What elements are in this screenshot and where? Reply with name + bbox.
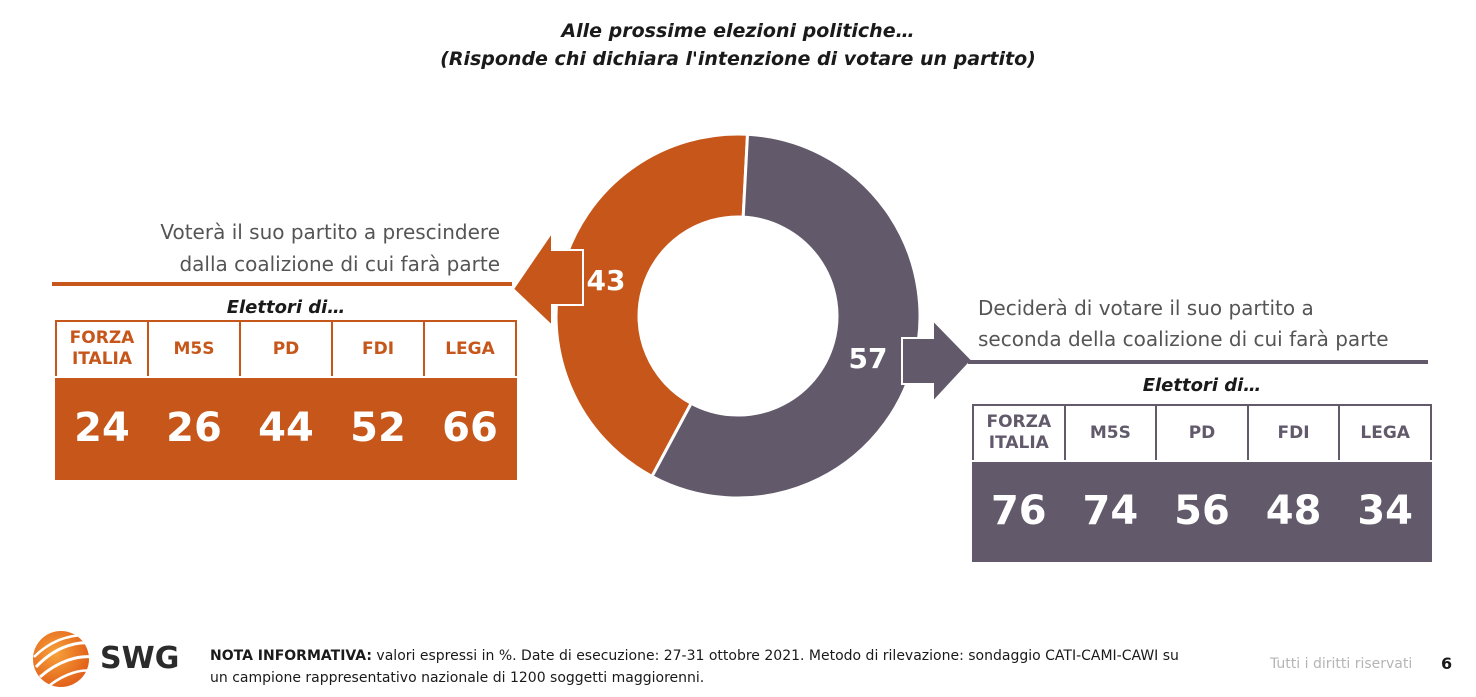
value-pd: 56 — [1155, 460, 1249, 562]
right-label-line2: seconda della coalizione di cui farà par… — [978, 327, 1389, 351]
donut-slice-votera — [554, 132, 750, 479]
left-arrow-icon — [511, 228, 584, 329]
header-pd: PD — [239, 320, 333, 378]
chart-title: Alle prossime elezioni politiche… — [561, 20, 915, 42]
value-forza-italia: 24 — [55, 376, 149, 480]
donut-label-57: 57 — [849, 342, 888, 375]
methodology-note: NOTA INFORMATIVA: valori espressi in %. … — [210, 648, 1179, 686]
donut-slice-decidera — [649, 132, 922, 500]
header-pd: PD — [1155, 404, 1249, 462]
chart-subtitle: (Risponde chi dichiara l'intenzione di v… — [440, 48, 1036, 70]
header-lega: LEGA — [423, 320, 517, 378]
header-forza-italia: FORZA ITALIA — [55, 320, 149, 378]
left-rule — [52, 282, 512, 286]
right-label-line1: Deciderà di votare il suo partito a — [978, 296, 1314, 320]
header-m5s: M5S — [147, 320, 241, 378]
right-table-subtitle: Elettori di… — [1142, 375, 1262, 396]
value-fdi: 48 — [1246, 460, 1341, 562]
swg-logo-icon — [33, 631, 95, 687]
rights-text: Tutti i diritti riservati — [1270, 656, 1413, 672]
donut-label-43: 43 — [587, 264, 626, 297]
header-fdi: FDI — [331, 320, 425, 378]
value-m5s: 74 — [1063, 460, 1158, 562]
value-forza-italia: 76 — [972, 460, 1066, 562]
header-fdi: FDI — [1246, 404, 1341, 462]
right-rule — [968, 360, 1428, 364]
value-lega: 34 — [1338, 460, 1432, 562]
swg-logo-text: SWG — [100, 641, 180, 676]
value-fdi: 52 — [331, 376, 425, 480]
right-values-table: FORZA ITALIA M5S PD FDI LEGA 76 74 56 48 … — [972, 404, 1432, 562]
left-label-line2: dalla coalizione di cui farà parte — [179, 252, 500, 276]
page-number: 6 — [1441, 654, 1453, 673]
right-arrow-icon — [901, 317, 974, 405]
value-pd: 44 — [239, 376, 333, 480]
header-m5s: M5S — [1063, 404, 1158, 462]
header-forza-italia: FORZA ITALIA — [972, 404, 1066, 462]
left-label-line1: Voterà il suo partito a prescindere — [160, 220, 500, 244]
header-lega: LEGA — [1338, 404, 1432, 462]
value-lega: 66 — [423, 376, 517, 480]
left-values-table: FORZA ITALIA M5S PD FDI LEGA 24 26 44 52 … — [55, 320, 517, 480]
value-m5s: 26 — [147, 376, 241, 480]
left-table-subtitle: Elettori di… — [226, 297, 346, 318]
